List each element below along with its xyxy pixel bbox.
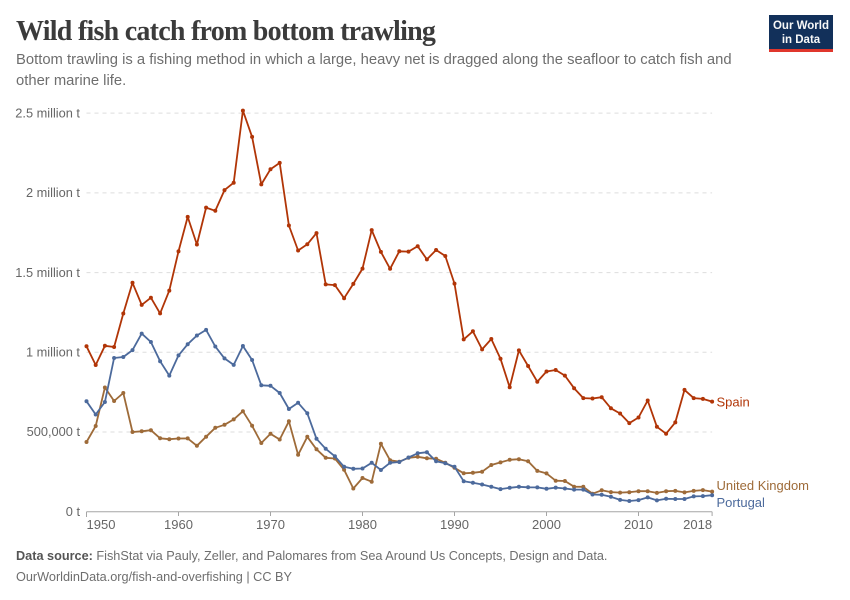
svg-text:2010: 2010: [624, 517, 653, 532]
svg-text:1980: 1980: [348, 517, 377, 532]
svg-text:1 million t: 1 million t: [26, 345, 80, 360]
svg-text:500,000 t: 500,000 t: [27, 424, 81, 439]
svg-text:United Kingdom: United Kingdom: [717, 478, 810, 493]
svg-text:1990: 1990: [440, 517, 469, 532]
svg-text:2000: 2000: [532, 517, 561, 532]
svg-text:0 t: 0 t: [66, 504, 81, 519]
svg-text:Spain: Spain: [717, 395, 750, 410]
svg-text:2018: 2018: [683, 517, 712, 532]
svg-text:1970: 1970: [256, 517, 285, 532]
svg-text:1950: 1950: [87, 517, 116, 532]
svg-text:Portugal: Portugal: [717, 495, 766, 510]
svg-text:2 million t: 2 million t: [26, 185, 80, 200]
svg-text:1960: 1960: [164, 517, 193, 532]
svg-text:1.5 million t: 1.5 million t: [15, 265, 80, 280]
svg-text:2.5 million t: 2.5 million t: [15, 105, 80, 120]
